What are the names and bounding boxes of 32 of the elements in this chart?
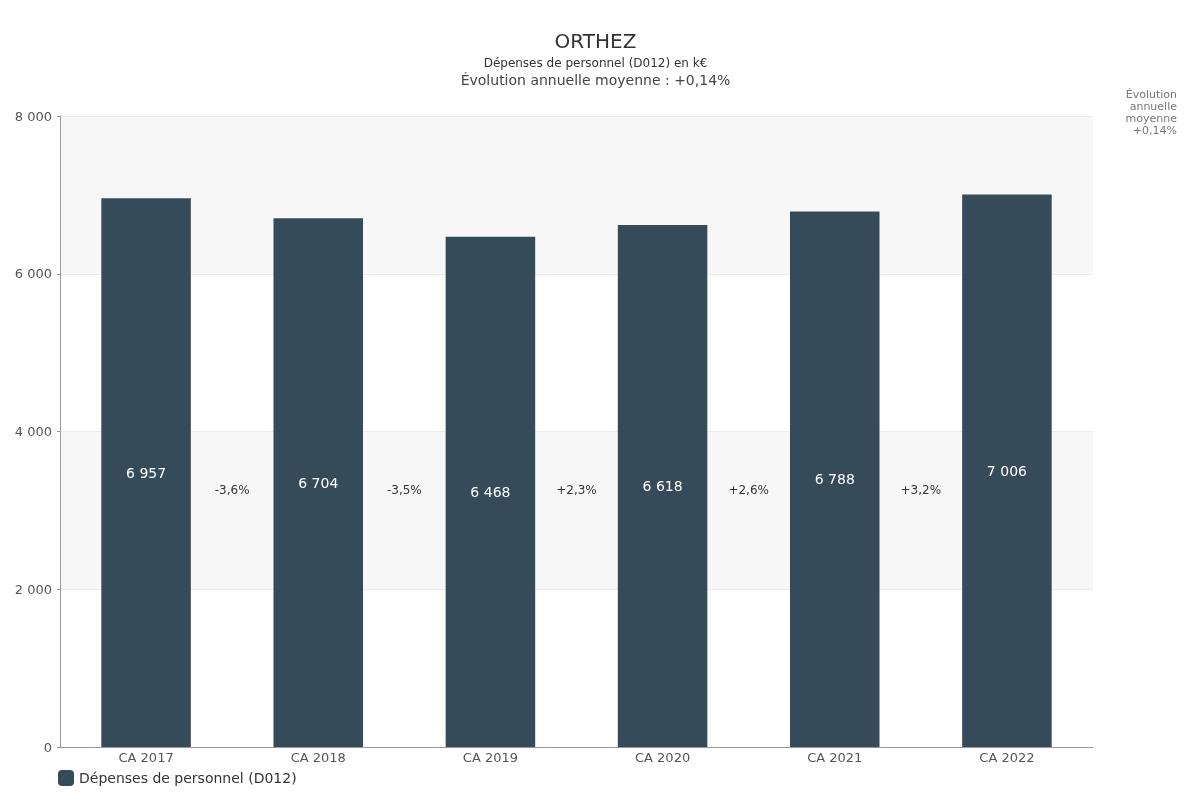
y-tick-label: 8 000 — [14, 108, 52, 124]
x-tick-label: CA 2022 — [979, 750, 1035, 765]
legend-label: Dépenses de personnel (D012) — [79, 770, 297, 786]
bar — [617, 225, 708, 747]
bar — [273, 218, 364, 747]
data-label: 6 468 — [470, 483, 511, 500]
bar — [962, 194, 1052, 747]
bar — [789, 211, 880, 747]
text: Évolution annuelle moyenne +0,14% — [1125, 87, 1178, 137]
annotation: +2,6% — [728, 483, 769, 497]
x-tick-label: CA 2020 — [634, 750, 691, 765]
chart-subtitle: Dépenses de personnel (D012) en k€ Évolution annuelle moyenne : +0,14% — [460, 56, 731, 88]
bar — [101, 198, 191, 747]
annotation: +2,3% — [556, 483, 597, 497]
data-label: 6 618 — [642, 478, 683, 494]
y-tick-label: 0 — [43, 739, 52, 755]
data-label: 6 957 — [126, 464, 167, 481]
annotation: -3,6% — [214, 483, 250, 497]
annotation: -3,5% — [386, 483, 422, 497]
data-label: 6 704 — [298, 474, 339, 491]
chart-title: ORTHEZ — [554, 29, 637, 53]
data-label: 7 006 — [986, 462, 1028, 479]
y-tick-label: 2 000 — [14, 581, 52, 597]
bar — [445, 236, 536, 747]
x-tick-label: CA 2021 — [807, 750, 863, 765]
annotation: +3,2% — [900, 483, 942, 497]
x-tick-label: CA 2018 — [290, 750, 346, 765]
x-tick-label: CA 2019 — [462, 750, 519, 765]
data-label: 6 788 — [814, 471, 855, 488]
x-tick-label: CA 2017 — [118, 750, 174, 765]
y-tick-label: 6 000 — [14, 266, 52, 282]
y-tick-label: 4 000 — [14, 424, 52, 439]
